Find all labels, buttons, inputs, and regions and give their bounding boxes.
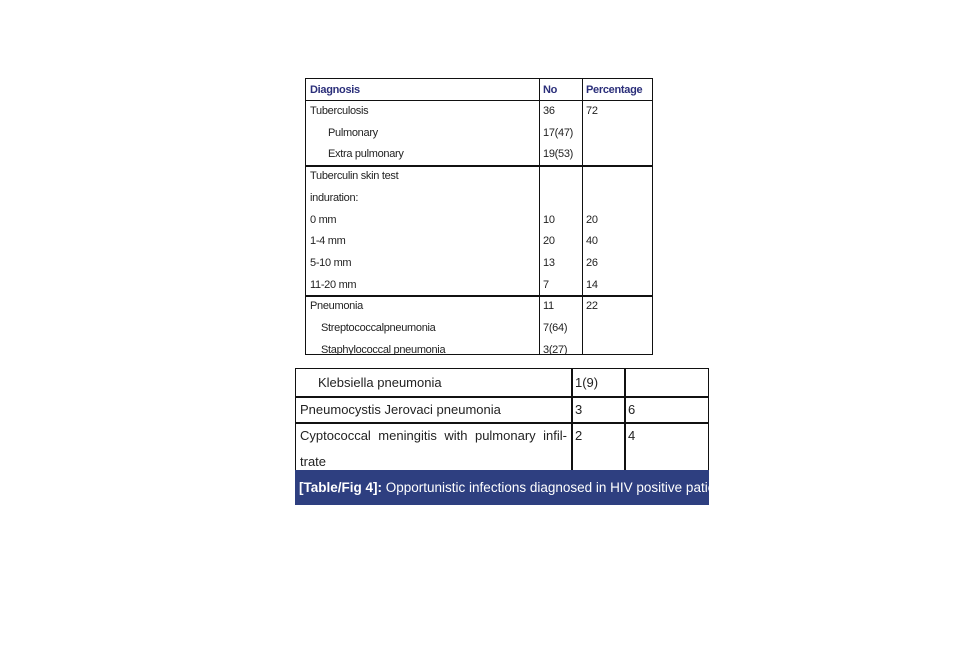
cell: Pneumonia [310,300,363,313]
cell: 11 [543,300,554,313]
header-cell: Percentage [586,84,643,96]
group-line [306,165,652,167]
cell: 72 [586,105,598,117]
cell-line: Klebsiella pneumonia [318,375,442,390]
header-cell: Diagnosis [310,84,360,96]
caption: [Table/Fig 4]: Opportunistic infections … [295,470,737,505]
cell: 4 [628,428,636,443]
column-line [624,369,626,470]
cell: 6 [628,402,636,417]
caption-text: Opportunistic infections diagnosed in HI… [385,480,737,495]
cell: 5-10 mm [310,256,352,269]
cell: 3(27) [543,343,568,355]
cell: 20 [586,213,598,226]
cell-line: Cyptococcal meningitis with pulmonary in… [300,428,567,443]
table-top: Diagnosis No Percentage Tuberculosis 36 72 Pul… [305,78,653,355]
cell: 10 [543,213,555,226]
caption-label: [Table/Fig 4]: [299,480,382,495]
cell: induration: [310,191,359,204]
table-bottom: Klebsiella pneumonia 1(9) Pneumocystis Jer… [295,368,709,470]
group-line [306,295,652,297]
cell: 1-4 mm [310,235,346,248]
cell: Staphylococcal pneumonia [321,343,446,355]
cell: Tuberculin skin test [310,170,399,183]
cell: 36 [543,105,555,117]
cell: 13 [543,256,555,269]
cell: 0 mm [310,213,337,226]
row-line [296,396,708,398]
column-line [582,79,583,354]
cell: 7(64) [543,322,568,334]
cell: 2 [575,428,583,443]
cell: 19(53) [543,148,573,161]
cell-line: trate [300,454,327,469]
header-cell: No [543,84,558,96]
cell: Tuberculosis [310,105,369,117]
cell: Streptococcalpneumonia [321,322,436,334]
cell: 17(47) [543,126,573,139]
cell: 26 [586,256,598,269]
cell: 3 [575,402,583,417]
cell: Extra pulmonary [328,148,404,161]
cell: Pulmonary [328,126,378,139]
row-line [296,422,708,424]
cell: 40 [586,235,598,248]
cell: 14 [586,278,598,291]
column-line [571,369,573,470]
cell: 7 [543,278,549,291]
cell: 22 [586,300,598,313]
row-line [306,100,652,101]
cell: 20 [543,235,555,248]
column-line [539,79,540,354]
cell: 1(9) [575,375,599,390]
cell: 11-20 mm [310,278,357,291]
cell-line: Pneumocystis Jerovaci pneumonia [300,402,501,417]
